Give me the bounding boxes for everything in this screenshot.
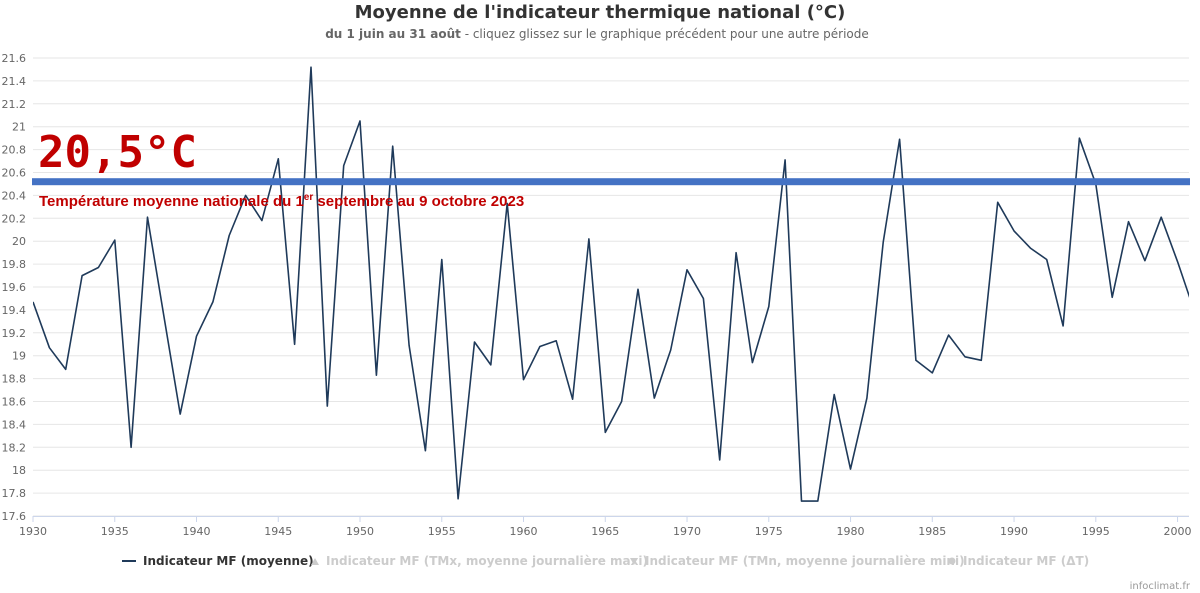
- x-tick-label: 1990: [1000, 525, 1028, 538]
- y-tick-label: 19.4: [2, 304, 27, 317]
- x-tick-label: 1980: [837, 525, 865, 538]
- x-tick-label: 1975: [755, 525, 783, 538]
- legend-label: Indicateur MF (moyenne): [143, 554, 314, 568]
- caption-part2: septembre au 9 octobre 2023: [313, 193, 524, 210]
- y-tick-label: 19.2: [2, 327, 27, 340]
- x-tick-label: 1960: [510, 525, 538, 538]
- legend-symbol-circle: [948, 557, 956, 565]
- x-tick-label: 1965: [591, 525, 619, 538]
- annotation-value-label: 20,5°C: [38, 127, 197, 178]
- legend-item-4[interactable]: Indicateur MF (ΔT): [948, 554, 1090, 568]
- chart-title: Moyenne de l'indicateur thermique nation…: [355, 2, 846, 23]
- y-tick-label: 19.8: [2, 258, 27, 271]
- x-tick-label: 1970: [673, 525, 701, 538]
- x-tick-label: 1985: [918, 525, 946, 538]
- x-tick-label: 1935: [101, 525, 129, 538]
- x-tick-label: 1930: [19, 525, 47, 538]
- grid: [33, 57, 1189, 517]
- x-tick-label: 1955: [428, 525, 456, 538]
- y-tick-label: 18.2: [2, 441, 27, 454]
- legend-label: Indicateur MF (ΔT): [963, 554, 1089, 568]
- y-tick-label: 21: [12, 121, 26, 134]
- y-tick-label: 18.4: [2, 418, 27, 431]
- legend-label: Indicateur MF (TMn, moyenne journalière …: [645, 554, 965, 568]
- y-tick-label: 18: [12, 464, 26, 477]
- y-tick-label: 20.8: [2, 144, 27, 157]
- legend-item-3[interactable]: Indicateur MF (TMn, moyenne journalière …: [630, 554, 965, 568]
- caption-sup: er: [304, 192, 314, 203]
- y-tick-label: 20.6: [2, 167, 27, 180]
- annotation-caption: Température moyenne nationale du 1er sep…: [39, 192, 524, 210]
- chart-subtitle: du 1 juin au 31 août - cliquez glissez s…: [325, 27, 869, 41]
- legend: Indicateur MF (moyenne) Indicateur MF (TM…: [122, 554, 1089, 568]
- caption-part1: Température moyenne nationale du 1: [39, 193, 304, 210]
- y-tick-label: 20.4: [2, 189, 27, 202]
- y-tick-label: 21.4: [2, 75, 27, 88]
- series-line-indicateur-moyenne[interactable]: [33, 66, 1194, 502]
- x-tick-label: 1940: [183, 525, 211, 538]
- y-tick-label: 19.6: [2, 281, 27, 294]
- x-tick-label: 1945: [264, 525, 292, 538]
- y-tick-label: 18.8: [2, 373, 27, 386]
- reference-line-2023: [32, 178, 1190, 186]
- legend-item-2[interactable]: Indicateur MF (TMx, moyenne journalière …: [311, 554, 648, 568]
- x-tick-label: 2000: [1164, 525, 1192, 538]
- legend-symbol-triangle-up: [311, 558, 319, 565]
- y-tick-label: 19: [12, 350, 26, 363]
- legend-label: Indicateur MF (TMx, moyenne journalière …: [326, 554, 648, 568]
- y-tick-label: 21.2: [2, 98, 27, 111]
- y-tick-label: 18.6: [2, 396, 27, 409]
- legend-symbol-triangle-down: [630, 558, 638, 565]
- subtitle-hint: - cliquez glissez sur le graphique précé…: [461, 27, 869, 41]
- x-tick-label: 1995: [1082, 525, 1110, 538]
- legend-item-1[interactable]: Indicateur MF (moyenne): [122, 554, 314, 568]
- y-tick-label: 17.6: [2, 510, 27, 523]
- axes: 17.6 17.8 18 18.2 18.4 18.6 18.8 19 19.2 19.4 19.6…: [2, 52, 1192, 538]
- y-tick-label: 17.8: [2, 487, 27, 500]
- x-tick-label: 1950: [346, 525, 374, 538]
- y-tick-label: 20.2: [2, 212, 27, 225]
- subtitle-period: du 1 juin au 31 août: [325, 27, 461, 41]
- y-tick-label: 21.6: [2, 52, 27, 65]
- credit-text: infoclimat.fr: [1130, 581, 1191, 592]
- y-tick-label: 20: [12, 235, 26, 248]
